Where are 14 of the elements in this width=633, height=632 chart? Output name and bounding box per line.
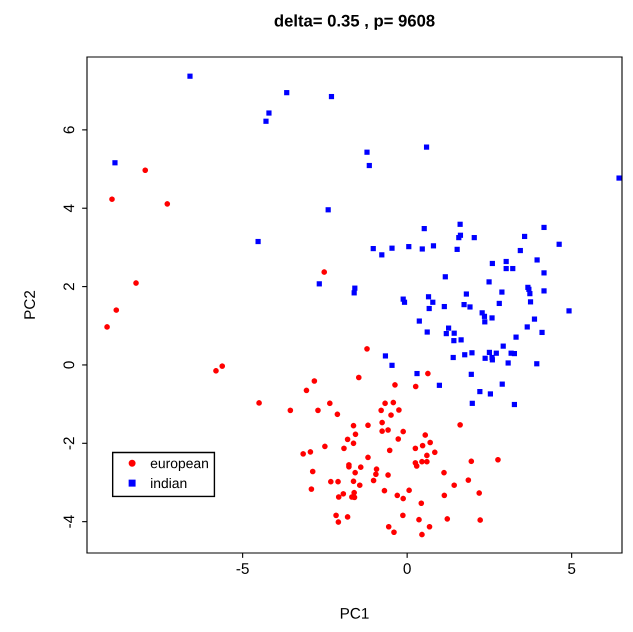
x-tick-label: 5 (568, 563, 576, 574)
x-axis-title: PC1 (340, 608, 369, 619)
x-tick-label: 0 (403, 563, 411, 574)
x-tick-label: -5 (236, 563, 249, 574)
y-tick-label: -2 (63, 437, 74, 450)
legend-label: european (150, 460, 208, 472)
y-tick-label: 0 (63, 361, 74, 369)
legend-label: indian (151, 478, 186, 488)
chart-title: delta= 0.35 , p= 9608 (274, 14, 435, 30)
y-axis-title: PC2 (24, 290, 36, 319)
y-tick-label: 2 (63, 283, 74, 290)
y-tick-label: 4 (64, 204, 74, 212)
y-tick-label: -4 (64, 515, 74, 528)
y-tick-label: 6 (63, 126, 74, 134)
